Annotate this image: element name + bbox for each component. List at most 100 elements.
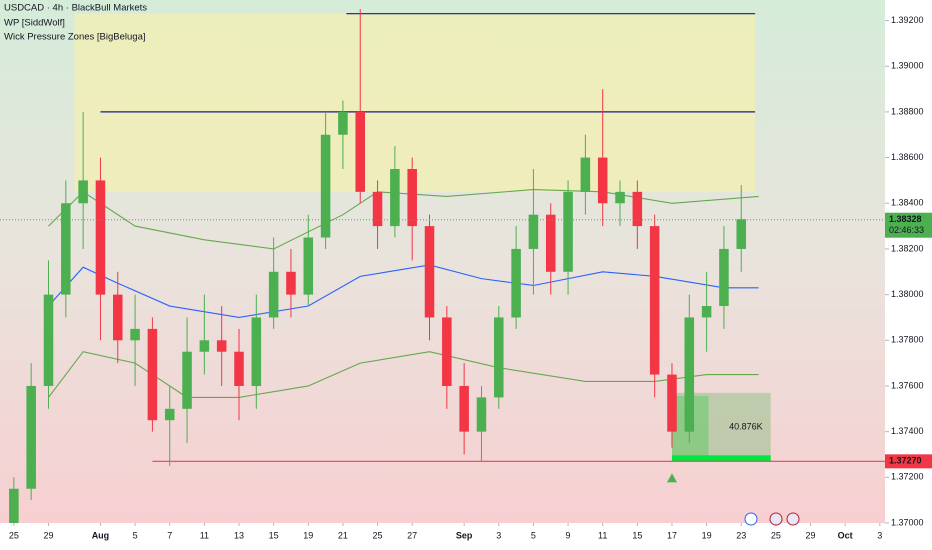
candle-body [615, 191, 625, 204]
y-tick-label: 1.38800 [891, 106, 924, 116]
x-tick-label: 3 [496, 530, 501, 540]
candle-body [649, 226, 660, 375]
y-tick-label: 1.38000 [891, 289, 924, 299]
candle-body [303, 237, 314, 295]
candle-body [251, 317, 262, 386]
candle-body [61, 203, 71, 295]
event-icons [744, 512, 800, 526]
candle-body [719, 248, 729, 307]
x-tick-label: 3 [877, 530, 882, 540]
candle-body [632, 191, 643, 227]
candle-body [286, 271, 296, 295]
x-tick-label: 11 [598, 530, 607, 540]
x-tick-label: 23 [736, 530, 746, 540]
candle-body [407, 169, 417, 227]
candle-body [580, 157, 591, 192]
candle-body [182, 351, 192, 409]
candle-body [390, 169, 400, 227]
candle-body [476, 397, 487, 432]
candle-body [9, 488, 19, 523]
x-tick-label: 27 [407, 530, 417, 540]
countdown: 02:46:33 [889, 225, 924, 235]
candle-body [234, 351, 244, 386]
level-tag [885, 454, 932, 469]
level-tag-label: 1.37270 [889, 456, 922, 466]
x-tick-label: 7 [167, 530, 172, 540]
last-price-label: 1.38328 [889, 214, 922, 224]
candle-body [338, 111, 348, 135]
candle-body [43, 294, 54, 386]
candle-body [95, 180, 106, 295]
candle-body [736, 219, 747, 249]
y-tick-label: 1.39000 [891, 61, 924, 71]
candle-body [78, 180, 88, 204]
candle-body [667, 374, 677, 432]
x-tick-label: 25 [373, 530, 383, 540]
x-tick-label: 15 [632, 530, 642, 540]
last-price-tag [885, 212, 932, 238]
y-tick-label: 1.37000 [891, 517, 924, 527]
plot: 40.876K [0, 9, 885, 523]
candle-body [199, 340, 210, 352]
candle-body [597, 157, 608, 204]
candle-body [268, 271, 279, 318]
indicator: Wick Pressure Zones [BigBeluga] [4, 32, 146, 43]
symbol-title: USDCAD · 4h · BlackBull Markets [4, 3, 147, 14]
candle-body [372, 191, 383, 227]
candle-body [164, 408, 175, 421]
x-tick-label: 21 [338, 530, 348, 540]
x-tick-label: 9 [566, 530, 571, 540]
candle-body [424, 226, 435, 318]
x-tick-label: 5 [133, 530, 138, 540]
x-tick-label: 13 [234, 530, 244, 540]
candle-body [130, 328, 140, 341]
entry-marker [666, 473, 677, 483]
candle-body [684, 317, 695, 432]
candle-body [147, 328, 158, 421]
x-tick-label: Oct [838, 530, 853, 540]
x-tick-label: 29 [43, 530, 53, 540]
candle-body [216, 340, 227, 352]
x-tick-label: 15 [269, 530, 279, 540]
x-tick-label: 19 [702, 530, 712, 540]
x-tick-label: 19 [303, 530, 313, 540]
x-tick-label: 5 [531, 530, 536, 540]
x-tick-label: Aug [92, 530, 110, 540]
candle-body [511, 248, 521, 318]
position-label: 40.876K [729, 421, 763, 431]
candle-body [563, 191, 573, 272]
axes: 1.37000 1.37200 1.37400 1.37600 1.37800 1.380… [9, 15, 932, 540]
y-tick-label: 1.37400 [891, 426, 924, 436]
x-tick-label: 29 [806, 530, 816, 540]
y-tick-label: 1.38400 [891, 198, 924, 208]
candle-body [442, 317, 452, 386]
zone [74, 13, 756, 192]
x-tick-label: 25 [9, 530, 19, 540]
y-tick-label: 1.38600 [891, 152, 924, 162]
x-tick-label: 25 [771, 530, 781, 540]
candle-body [545, 214, 556, 272]
candle-body [528, 214, 539, 249]
y-tick-label: 1.37200 [891, 472, 924, 482]
y-tick-label: 1.39200 [891, 15, 924, 25]
x-tick-label: 11 [200, 530, 209, 540]
candle-body [701, 306, 712, 318]
candle-body [320, 134, 331, 238]
x-axis-panel [0, 523, 885, 550]
candle-body [355, 111, 365, 192]
candle-body [494, 317, 504, 398]
y-tick-label: 1.38200 [891, 243, 924, 253]
candle-body [113, 294, 123, 341]
y-tick-label: 1.37600 [891, 380, 924, 390]
candle-body [459, 385, 469, 432]
position-base [671, 455, 771, 462]
indicator: WP [SiddWolf] [4, 18, 65, 29]
candle-body [26, 385, 36, 489]
x-tick-label: Sep [456, 530, 473, 540]
x-tick-label: 17 [667, 530, 677, 540]
y-tick-label: 1.37800 [891, 335, 924, 345]
indicator-line [48, 264, 759, 319]
